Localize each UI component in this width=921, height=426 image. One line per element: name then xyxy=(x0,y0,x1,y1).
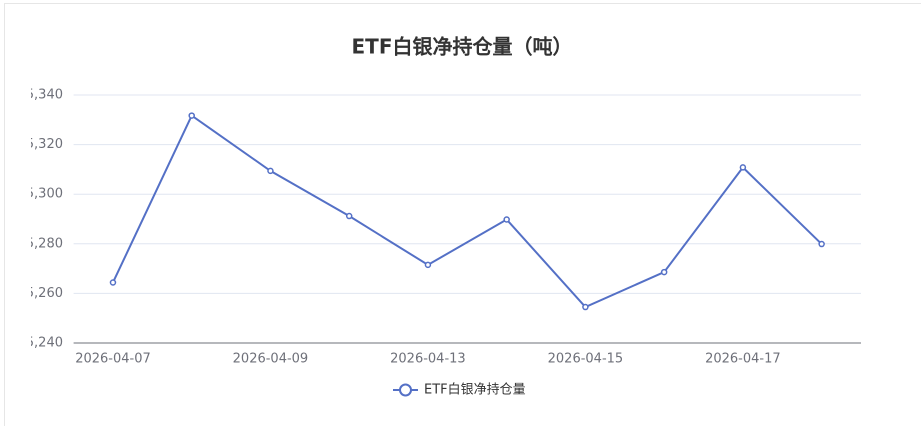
point xyxy=(109,279,117,286)
x-tick-label: 2026-04-15 xyxy=(548,352,624,367)
point xyxy=(503,216,510,223)
legend-label: ETF白银净持仓量 xyxy=(424,382,526,398)
y-tick-label: 15,340 xyxy=(18,88,64,103)
point xyxy=(188,112,195,119)
point xyxy=(345,212,353,220)
y-axis-labels: 15,240 15,260 15,280 15,300 15,320 15,340 xyxy=(18,88,64,351)
y-tick-label: 15,320 xyxy=(18,137,64,152)
chart-title: ETF白银净持仓量（吨） xyxy=(352,35,573,59)
point xyxy=(424,261,432,269)
legend-marker xyxy=(399,383,412,397)
point xyxy=(739,164,747,171)
x-tick-label: 2026-04-07 xyxy=(75,352,151,367)
y-tick-label: 15,300 xyxy=(18,187,64,202)
point xyxy=(582,303,589,311)
point xyxy=(660,268,668,276)
x-tick-label: 2026-04-17 xyxy=(705,352,781,367)
x-tick-label: 2026-04-13 xyxy=(390,352,466,367)
point xyxy=(818,240,825,248)
y-tick-label: 15,280 xyxy=(18,236,64,251)
x-tick-label: 2026-04-09 xyxy=(233,352,309,367)
point xyxy=(267,167,274,175)
line-series xyxy=(112,114,823,309)
frame xyxy=(4,3,921,426)
y-tick-label: 15,240 xyxy=(18,336,64,351)
y-tick-label: 15,260 xyxy=(18,286,64,301)
